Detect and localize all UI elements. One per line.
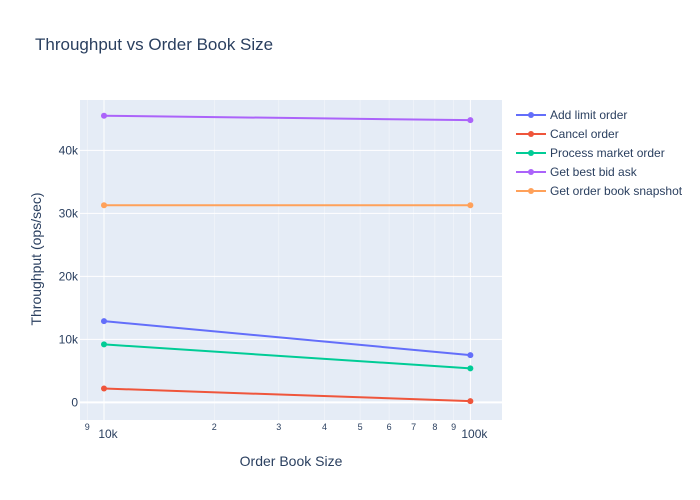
x-minor-tick-label: 7: [411, 422, 416, 432]
data-point: [467, 352, 474, 359]
y-tick-label: 40k: [59, 143, 79, 157]
y-tick-label: 30k: [59, 206, 79, 220]
series-line: [103, 387, 471, 403]
x-minor-tick-label: 9: [85, 422, 90, 432]
y-tick-label: 20k: [59, 269, 79, 283]
x-minor-tick-label: 5: [358, 422, 363, 432]
y-tick-label: 0: [71, 395, 78, 409]
data-point: [100, 341, 107, 348]
legend-label: Cancel order: [550, 127, 619, 141]
plot-area: [80, 100, 502, 420]
data-point: [100, 112, 107, 119]
x-minor-tick-label: 2: [212, 422, 217, 432]
data-point: [467, 365, 474, 372]
y-tick-label: 10k: [59, 332, 79, 346]
legend-marker: [528, 169, 534, 175]
x-minor-tick-label: 6: [387, 422, 392, 432]
x-minor-tick-label: 3: [276, 422, 281, 432]
series-line: [103, 320, 471, 357]
series-layer: [100, 112, 474, 405]
x-minor-tick-label: 4: [322, 422, 327, 432]
x-tick-label: 10k: [98, 427, 118, 441]
data-point: [467, 202, 474, 209]
legend-label: Process market order: [550, 146, 665, 160]
x-minor-tick-label: 9: [451, 422, 456, 432]
x-axis-title: Order Book Size: [240, 453, 343, 469]
legend: Add limit order Cancel order Process marke…: [516, 108, 683, 198]
x-tick-label: 100k: [461, 427, 488, 441]
axis-ticks: 9 2 3 4 5 6 7 8 9 10k 100k 0 10k 20k 30k 40k: [59, 143, 489, 441]
data-point: [100, 318, 107, 325]
legend-label: Get best bid ask: [550, 165, 638, 179]
data-point: [467, 117, 474, 124]
data-point: [467, 398, 474, 405]
legend-marker: [528, 131, 534, 137]
legend-marker: [528, 150, 534, 156]
legend-marker: [528, 112, 534, 118]
chart-title: Throughput vs Order Book Size: [35, 35, 273, 54]
series-line: [103, 114, 471, 122]
series-line: [103, 343, 471, 370]
data-point: [100, 202, 107, 209]
legend-label: Add limit order: [550, 108, 627, 122]
y-axis-title: Throughput (ops/sec): [28, 192, 44, 325]
data-point: [100, 385, 107, 392]
x-minor-tick-label: 8: [432, 422, 437, 432]
legend-marker: [528, 188, 534, 194]
legend-label: Get order book snapshot: [550, 184, 683, 198]
